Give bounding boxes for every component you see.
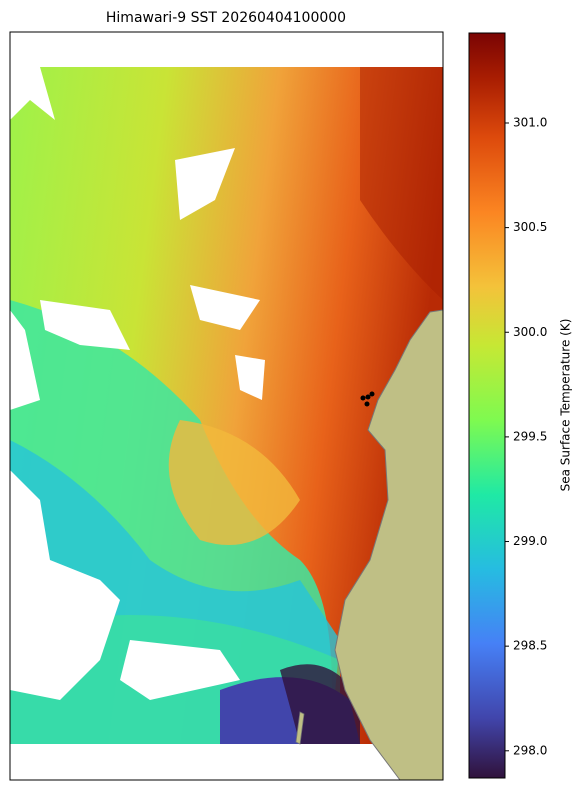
colorbar-label: Sea Surface Temperature (K) [559, 319, 573, 492]
colorbar-tick-label: 300.0 [513, 325, 547, 339]
map-title: Himawari-9 SST 20260404100000 [106, 10, 346, 26]
colorbar-tick-label: 298.0 [513, 743, 547, 757]
colorbar-tick-label: 299.5 [513, 429, 547, 443]
colorbar-tick-label: 301.0 [513, 115, 547, 129]
colorbar-tick-label: 298.5 [513, 639, 547, 653]
colorbar [468, 32, 506, 779]
station-markers [360, 391, 375, 407]
map-frame [9, 31, 444, 781]
colorbar-tick-label: 299.0 [513, 534, 547, 548]
land [334, 309, 443, 780]
colorbar-tick-label: 300.5 [513, 220, 547, 234]
sst-field [10, 32, 443, 780]
